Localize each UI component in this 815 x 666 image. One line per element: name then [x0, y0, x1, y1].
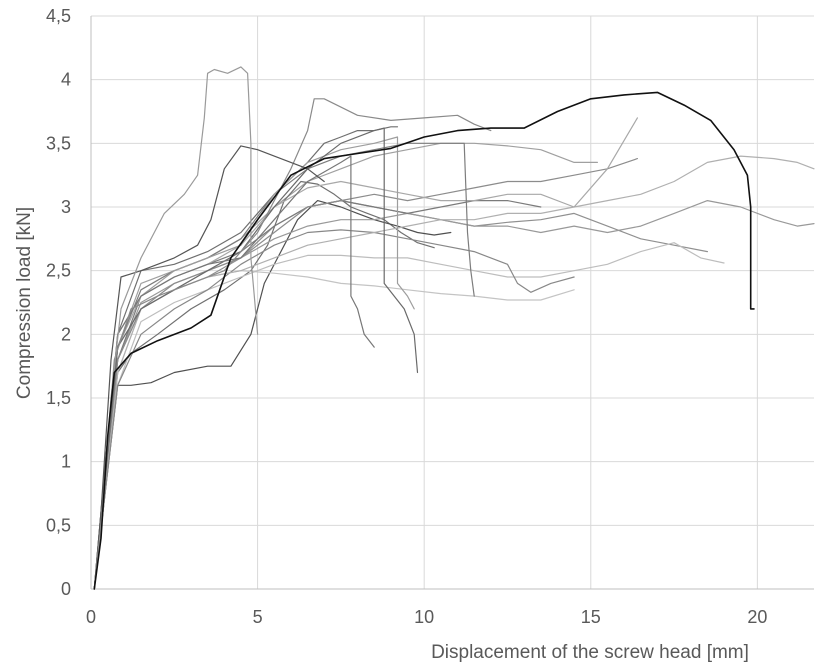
x-tick-label: 0: [86, 607, 96, 627]
y-tick-label: 4,5: [46, 6, 71, 26]
axes: [90, 16, 814, 590]
series-line: [93, 180, 435, 590]
series-line: [93, 200, 452, 590]
series-line: [93, 155, 815, 590]
series-line: [93, 270, 575, 590]
y-tick-label: 2: [61, 324, 71, 344]
y-axis-title: Compression load [kN]: [14, 207, 35, 399]
series-line: [93, 229, 575, 590]
series-line: [93, 242, 725, 590]
x-tick-label: 5: [253, 607, 263, 627]
series-line: [93, 200, 542, 590]
x-tick-label: 20: [747, 607, 767, 627]
y-tick-label: 4: [61, 70, 71, 90]
series-line: [93, 127, 419, 590]
y-tick-label: 1,5: [46, 388, 71, 408]
series-line: [93, 145, 325, 590]
x-axis-title: Displacement of the screw head [mm]: [431, 642, 749, 663]
series-line: [93, 66, 259, 590]
y-tick-label: 3: [61, 197, 71, 217]
series-line: [93, 158, 638, 590]
series-lines: [93, 66, 815, 590]
series-line: [93, 98, 492, 590]
series-line: [93, 126, 399, 590]
x-tick-label: 10: [414, 607, 434, 627]
x-tick-label: 15: [581, 607, 601, 627]
series-line: [93, 142, 598, 590]
series-line: [93, 91, 755, 590]
series-line: [93, 155, 375, 590]
y-tick-label: 0,5: [46, 515, 71, 535]
y-tick-label: 2,5: [46, 261, 71, 281]
y-tick-label: 3,5: [46, 133, 71, 153]
tick-labels: 0 0,5 1 1,5 2 2,5 3 3,5 4 4,5 0 5 10 15 20: [46, 6, 767, 627]
gridlines: [91, 15, 814, 589]
y-tick-label: 0: [61, 579, 71, 599]
y-tick-label: 1: [61, 452, 71, 472]
series-line: [93, 136, 415, 590]
series-line: [93, 117, 638, 590]
series-line: [93, 200, 708, 590]
